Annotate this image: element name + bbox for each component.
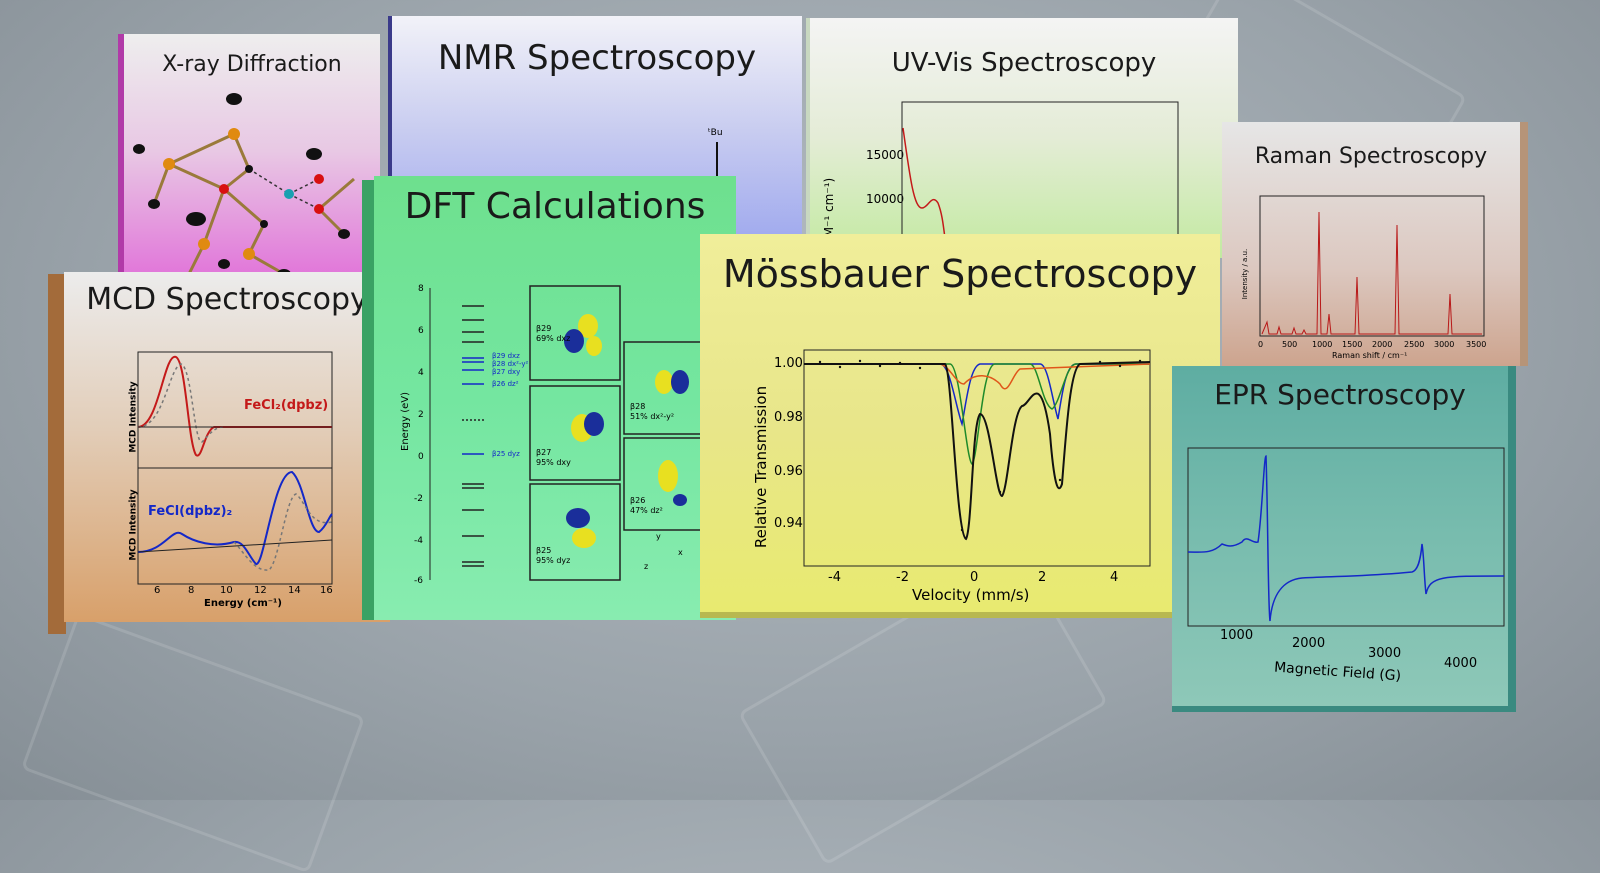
y-tick: 4 (418, 368, 424, 378)
card-title: Mössbauer Spectroscopy (722, 252, 1198, 296)
orbital-label: β28 51% dx²-y² (630, 402, 675, 421)
y-tick: -6 (414, 576, 423, 586)
x-tick: 3000 (1368, 646, 1402, 661)
card-uvvis-spectroscopy: UV-Vis Spectroscopy ε (M⁻¹ cm⁻¹) 15000 1… (806, 18, 1238, 258)
axis-marker-x: x (678, 548, 683, 557)
molecule-structure (133, 93, 355, 285)
x-tick: 1000 (1220, 628, 1254, 643)
y-tick: 8 (418, 284, 424, 294)
card-xray-diffraction: X-ray Diffraction (118, 34, 380, 294)
level-label: β25 dyz (492, 450, 520, 458)
x-tick: 14 (288, 585, 301, 596)
mossbauer-plot (803, 349, 1151, 567)
card-title: NMR Spectroscopy (437, 38, 757, 78)
x-tick: 3000 (1434, 340, 1455, 349)
y-tick: -4 (414, 536, 423, 546)
x-tick: 2000 (1292, 636, 1326, 651)
y-tick: 2 (418, 410, 424, 420)
x-tick: 12 (254, 585, 267, 596)
y-tick: 0.96 (774, 464, 803, 479)
y-tick: 0.94 (774, 516, 803, 531)
y-tick: 15000 (866, 148, 905, 162)
card-title: DFT Calculations (404, 186, 706, 227)
card-epr-spectroscopy: EPR Spectroscopy 1000 2000 3000 4000 Mag… (1172, 366, 1516, 712)
level-label: β29 dxz (492, 352, 520, 360)
y-tick: 10000 (866, 192, 905, 206)
x-tick: 0 (970, 570, 979, 585)
y-tick: 0.98 (774, 410, 803, 425)
card-title: UV-Vis Spectroscopy (891, 48, 1157, 78)
x-tick: 1000 (1312, 340, 1333, 349)
x-tick: -4 (828, 570, 841, 585)
x-tick: -2 (896, 570, 909, 585)
axis-label-x: Raman shift / cm⁻¹ (1332, 351, 1408, 360)
axis-marker-y: y (656, 532, 661, 541)
orbital-label: β25 95% dyz (536, 546, 571, 565)
card-mossbauer-spectroscopy: Mössbauer Spectroscopy Relative Transmis… (700, 234, 1220, 618)
mcd-plot (137, 351, 333, 585)
dft-level-diagram (429, 285, 705, 581)
x-tick: 500 (1282, 340, 1298, 349)
y-tick: -2 (414, 494, 423, 504)
y-tick: 1.00 (774, 356, 803, 371)
x-tick: 2000 (1372, 340, 1393, 349)
axis-marker-z: z (644, 562, 649, 571)
card-mcd-spectroscopy: MCD Spectroscopy MCD Intensity MCD Inten… (64, 272, 390, 622)
y-tick: 6 (418, 326, 424, 336)
axis-label-x: Energy (cm⁻¹) (204, 598, 282, 609)
x-tick: 3500 (1466, 340, 1487, 349)
card-edge (362, 180, 376, 620)
x-tick: 10 (220, 585, 233, 596)
level-label: β27 dxy (492, 368, 521, 376)
card-title: MCD Spectroscopy (86, 282, 368, 317)
y-tick: 0 (418, 452, 424, 462)
x-tick: 16 (320, 585, 333, 596)
level-label: β28 dx²-y² (492, 360, 529, 368)
background-hexagon (20, 612, 366, 873)
x-tick: 8 (188, 585, 195, 596)
series-label: FeCl₂(dpbz) (244, 398, 329, 413)
orbital-label: β26 47% dz² (630, 496, 663, 515)
axis-label-x: Velocity (mm/s) (912, 586, 1030, 604)
x-tick: 4000 (1444, 656, 1478, 671)
epr-plot (1187, 447, 1505, 627)
x-tick: 4 (1110, 570, 1119, 585)
x-tick: 1500 (1342, 340, 1363, 349)
uvvis-plot (901, 101, 1179, 258)
orbital-label: β29 69% dxz (536, 324, 571, 343)
x-tick: 0 (1258, 340, 1264, 349)
card-edge (48, 274, 66, 634)
level-label: β26 dz² (492, 380, 519, 388)
raman-plot (1259, 195, 1485, 337)
card-dft-calculations: DFT Calculations Energy (eV) 8 6 4 2 0 -… (374, 176, 736, 620)
card-title: X-ray Diffraction (162, 52, 342, 77)
card-raman-spectroscopy: Raman Spectroscopy Intensity / a.u. 0 50… (1222, 122, 1528, 366)
x-tick: 2500 (1404, 340, 1425, 349)
series-label: FeCl(dpbz)₂ (148, 504, 233, 519)
card-title: Raman Spectroscopy (1254, 144, 1488, 169)
x-tick: 2 (1038, 570, 1047, 585)
x-tick: 6 (154, 585, 161, 596)
nmr-peak-label: ᵗBu (708, 128, 723, 138)
card-title: EPR Spectroscopy (1214, 378, 1466, 411)
orbital-label: β27 95% dxy (536, 448, 571, 467)
